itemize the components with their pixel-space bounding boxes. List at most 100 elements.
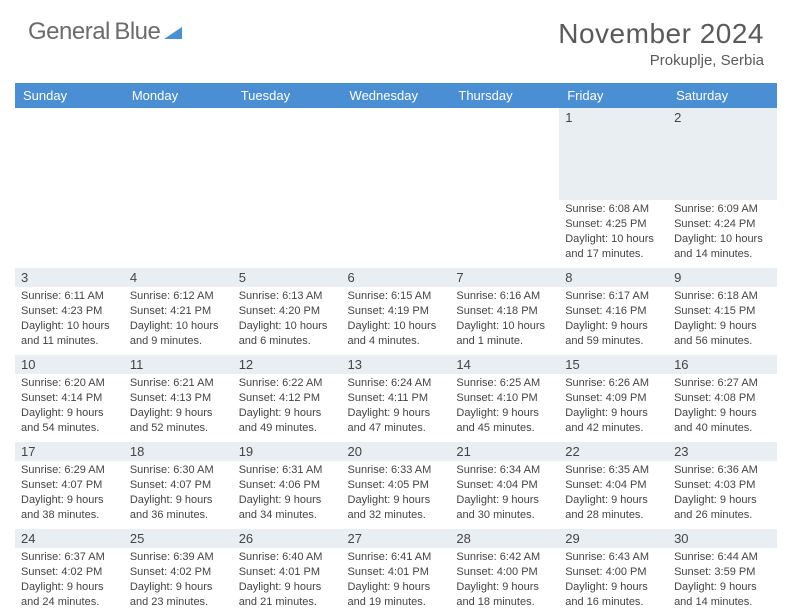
- day-data: Sunrise: 6:43 AMSunset: 4:00 PMDaylight:…: [559, 548, 668, 616]
- sunset-text: Sunset: 4:15 PM: [674, 304, 771, 319]
- sunrise-text: Sunrise: 6:26 AM: [565, 376, 662, 391]
- daylight-text: Daylight: 9 hours and 19 minutes.: [348, 580, 445, 610]
- daylight-text: Daylight: 9 hours and 23 minutes.: [130, 580, 227, 610]
- day-number: 20: [342, 442, 451, 461]
- weekday-header: Friday: [559, 83, 668, 108]
- day-data: Sunrise: 6:21 AMSunset: 4:13 PMDaylight:…: [124, 374, 233, 442]
- sunrise-text: Sunrise: 6:31 AM: [239, 463, 336, 478]
- day-data: Sunrise: 6:13 AMSunset: 4:20 PMDaylight:…: [233, 287, 342, 355]
- sunrise-text: Sunrise: 6:39 AM: [130, 550, 227, 565]
- sunset-text: Sunset: 4:13 PM: [130, 391, 227, 406]
- day-data: Sunrise: 6:26 AMSunset: 4:09 PMDaylight:…: [559, 374, 668, 442]
- sunset-text: Sunset: 4:11 PM: [348, 391, 445, 406]
- day-number: 3: [15, 268, 124, 287]
- day-number: 2: [668, 108, 777, 200]
- daylight-text: Daylight: 9 hours and 45 minutes.: [456, 406, 553, 436]
- sunrise-text: Sunrise: 6:08 AM: [565, 202, 662, 217]
- day-number: 27: [342, 529, 451, 548]
- daylight-text: Daylight: 9 hours and 40 minutes.: [674, 406, 771, 436]
- sunset-text: Sunset: 4:08 PM: [674, 391, 771, 406]
- day-data: Sunrise: 6:36 AMSunset: 4:03 PMDaylight:…: [668, 461, 777, 529]
- day-data: [450, 200, 559, 268]
- weekday-header: Monday: [124, 83, 233, 108]
- day-number: 21: [450, 442, 559, 461]
- sunrise-text: Sunrise: 6:36 AM: [674, 463, 771, 478]
- sunrise-text: Sunrise: 6:17 AM: [565, 289, 662, 304]
- daylight-text: Daylight: 9 hours and 52 minutes.: [130, 406, 227, 436]
- daylight-text: Daylight: 10 hours and 4 minutes.: [348, 319, 445, 349]
- daylight-text: Daylight: 9 hours and 32 minutes.: [348, 493, 445, 523]
- daylight-text: Daylight: 9 hours and 16 minutes.: [565, 580, 662, 610]
- day-data: Sunrise: 6:40 AMSunset: 4:01 PMDaylight:…: [233, 548, 342, 616]
- sunrise-text: Sunrise: 6:41 AM: [348, 550, 445, 565]
- day-data: Sunrise: 6:41 AMSunset: 4:01 PMDaylight:…: [342, 548, 451, 616]
- day-data: Sunrise: 6:22 AMSunset: 4:12 PMDaylight:…: [233, 374, 342, 442]
- day-number: 15: [559, 355, 668, 374]
- daylight-text: Daylight: 9 hours and 59 minutes.: [565, 319, 662, 349]
- sunrise-text: Sunrise: 6:44 AM: [674, 550, 771, 565]
- sunset-text: Sunset: 4:23 PM: [21, 304, 118, 319]
- sunrise-text: Sunrise: 6:30 AM: [130, 463, 227, 478]
- sunrise-text: Sunrise: 6:35 AM: [565, 463, 662, 478]
- page-title: November 2024: [558, 18, 764, 50]
- brand-line1: General: [28, 18, 110, 45]
- day-number: 10: [15, 355, 124, 374]
- daylight-text: Daylight: 9 hours and 47 minutes.: [348, 406, 445, 436]
- sunrise-text: Sunrise: 6:09 AM: [674, 202, 771, 217]
- sunrise-text: Sunrise: 6:37 AM: [21, 550, 118, 565]
- sunset-text: Sunset: 4:12 PM: [239, 391, 336, 406]
- sunset-text: Sunset: 4:09 PM: [565, 391, 662, 406]
- daylight-text: Daylight: 9 hours and 34 minutes.: [239, 493, 336, 523]
- day-number: [233, 108, 342, 200]
- day-data: Sunrise: 6:27 AMSunset: 4:08 PMDaylight:…: [668, 374, 777, 442]
- daylight-text: Daylight: 9 hours and 49 minutes.: [239, 406, 336, 436]
- day-number: 9: [668, 268, 777, 287]
- daylight-text: Daylight: 9 hours and 54 minutes.: [21, 406, 118, 436]
- day-number: 16: [668, 355, 777, 374]
- day-data: Sunrise: 6:09 AMSunset: 4:24 PMDaylight:…: [668, 200, 777, 268]
- day-number: 30: [668, 529, 777, 548]
- day-number: 22: [559, 442, 668, 461]
- sunset-text: Sunset: 4:10 PM: [456, 391, 553, 406]
- sunrise-text: Sunrise: 6:12 AM: [130, 289, 227, 304]
- day-data: Sunrise: 6:34 AMSunset: 4:04 PMDaylight:…: [450, 461, 559, 529]
- header: General Blue November 2024 Prokuplje, Se…: [0, 0, 792, 77]
- daylight-text: Daylight: 9 hours and 18 minutes.: [456, 580, 553, 610]
- day-number: 25: [124, 529, 233, 548]
- sunrise-text: Sunrise: 6:21 AM: [130, 376, 227, 391]
- daylight-text: Daylight: 10 hours and 9 minutes.: [130, 319, 227, 349]
- sunrise-text: Sunrise: 6:22 AM: [239, 376, 336, 391]
- sunrise-text: Sunrise: 6:43 AM: [565, 550, 662, 565]
- sunrise-text: Sunrise: 6:33 AM: [348, 463, 445, 478]
- daylight-text: Daylight: 10 hours and 14 minutes.: [674, 232, 771, 262]
- sunrise-text: Sunrise: 6:15 AM: [348, 289, 445, 304]
- day-data: Sunrise: 6:20 AMSunset: 4:14 PMDaylight:…: [15, 374, 124, 442]
- day-number: 28: [450, 529, 559, 548]
- weekday-header: Sunday: [15, 83, 124, 108]
- sunset-text: Sunset: 4:18 PM: [456, 304, 553, 319]
- sunset-text: Sunset: 4:00 PM: [456, 565, 553, 580]
- sunrise-text: Sunrise: 6:27 AM: [674, 376, 771, 391]
- daylight-text: Daylight: 9 hours and 14 minutes.: [674, 580, 771, 610]
- day-number: 1: [559, 108, 668, 200]
- day-data: [124, 200, 233, 268]
- day-data: Sunrise: 6:08 AMSunset: 4:25 PMDaylight:…: [559, 200, 668, 268]
- day-number: 5: [233, 268, 342, 287]
- sunset-text: Sunset: 4:04 PM: [565, 478, 662, 493]
- day-data: Sunrise: 6:15 AMSunset: 4:19 PMDaylight:…: [342, 287, 451, 355]
- daylight-text: Daylight: 9 hours and 38 minutes.: [21, 493, 118, 523]
- day-number: [15, 108, 124, 200]
- day-number: 13: [342, 355, 451, 374]
- day-number: 12: [233, 355, 342, 374]
- day-number: 14: [450, 355, 559, 374]
- day-data: Sunrise: 6:29 AMSunset: 4:07 PMDaylight:…: [15, 461, 124, 529]
- daylight-text: Daylight: 10 hours and 17 minutes.: [565, 232, 662, 262]
- daylight-text: Daylight: 9 hours and 56 minutes.: [674, 319, 771, 349]
- sunset-text: Sunset: 4:24 PM: [674, 217, 771, 232]
- day-data: Sunrise: 6:42 AMSunset: 4:00 PMDaylight:…: [450, 548, 559, 616]
- daylight-text: Daylight: 9 hours and 26 minutes.: [674, 493, 771, 523]
- day-number: 4: [124, 268, 233, 287]
- day-number: 23: [668, 442, 777, 461]
- sunrise-text: Sunrise: 6:40 AM: [239, 550, 336, 565]
- day-data: Sunrise: 6:33 AMSunset: 4:05 PMDaylight:…: [342, 461, 451, 529]
